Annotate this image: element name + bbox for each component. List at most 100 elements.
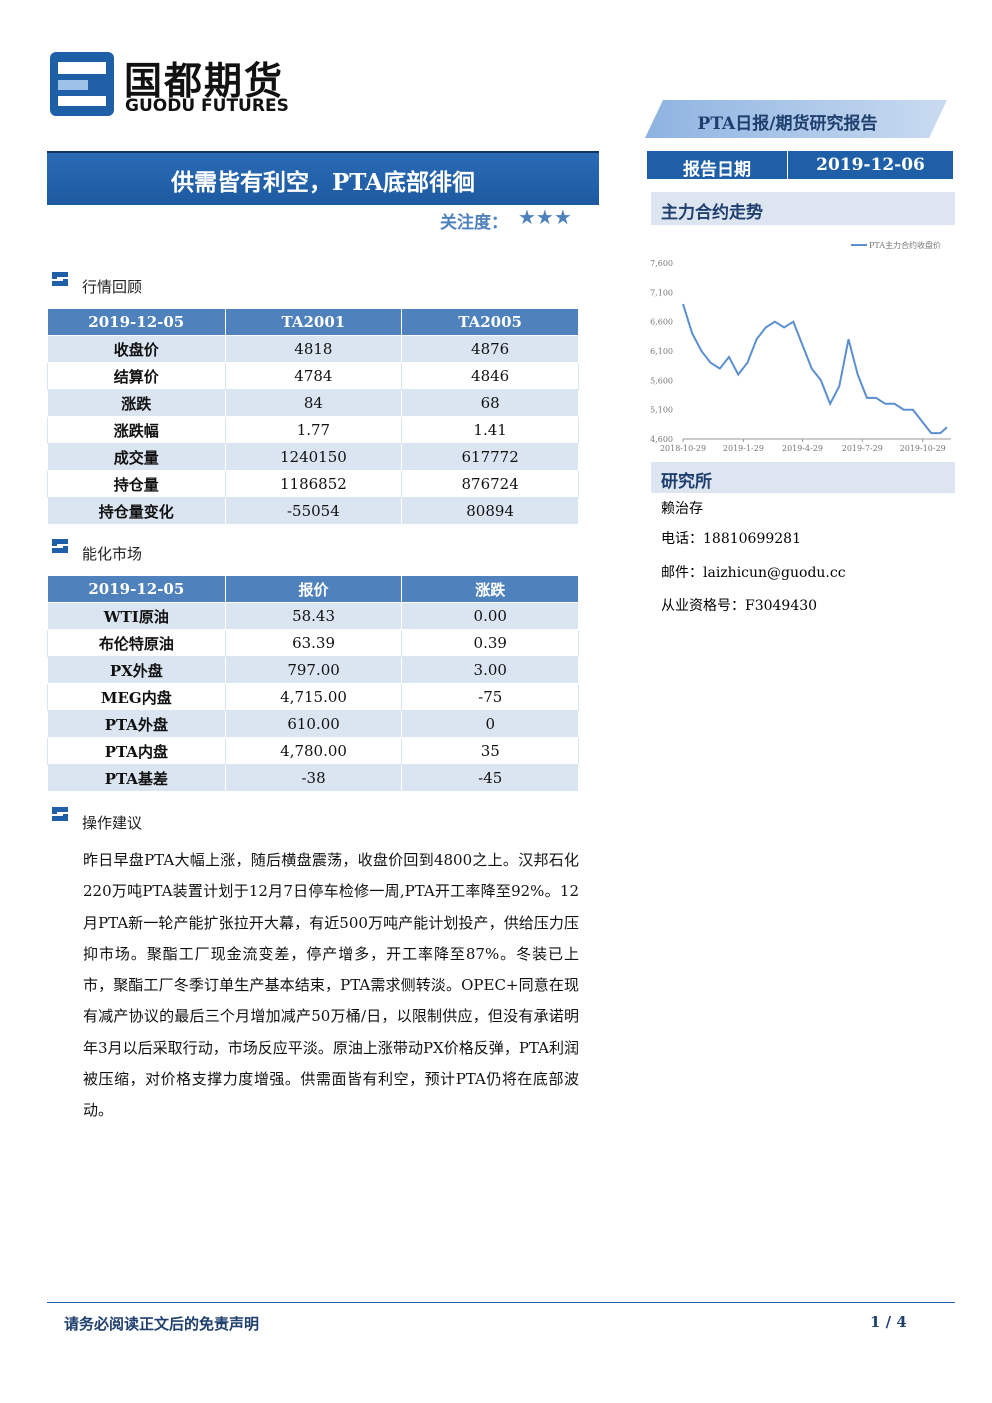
date-value: 2019-12-06 (816, 155, 925, 175)
attention-stars: ★★★ (518, 205, 572, 229)
y-tick-label: 7,100 (650, 288, 673, 297)
y-tick-label: 4,600 (650, 435, 673, 444)
x-tick-label: 2019-7-29 (842, 444, 883, 453)
table-cell: 4818 (224, 335, 403, 363)
header-row: 2019-12-05 报价 涨跌 (47, 575, 579, 603)
logo-mark (50, 52, 114, 116)
table-cell: 797.00 (224, 656, 403, 684)
table-cell: 63.39 (224, 629, 403, 657)
table-cell: 涨跌 (47, 389, 226, 417)
page-number: 1 / 4 (870, 1313, 907, 1331)
y-tick-label: 5,600 (650, 376, 673, 385)
title-bar (47, 151, 599, 205)
disclaimer: 请务必阅读正文后的免责声明 (64, 1315, 260, 1333)
table-row: 涨跌 84 68 (47, 389, 579, 417)
table-row: 持仓量 1186852 876724 (47, 470, 579, 498)
research-title: 研究所 (661, 472, 712, 492)
table-row: 收盘价 4818 4876 (47, 335, 579, 363)
table-cell: 0.00 (401, 602, 579, 630)
email: 邮件：laizhicun@guodu.cc (661, 565, 846, 581)
license: 从业资格号：F3049430 (661, 598, 818, 614)
table-cell: 0.39 (401, 629, 579, 657)
date-label: 报告日期 (683, 160, 751, 180)
table-cell: 3.00 (401, 656, 579, 684)
table-cell: 4784 (224, 362, 403, 390)
x-tick-label: 2019-4-29 (782, 444, 823, 453)
section-title: 能化市场 (82, 545, 143, 563)
table-cell: 涨跌幅 (47, 416, 226, 444)
table-cell: 84 (224, 389, 403, 417)
y-tick-label: 5,100 (650, 406, 673, 415)
section-icon (52, 272, 68, 286)
table-cell: 1186852 (224, 470, 403, 498)
table-cell: 4876 (401, 335, 579, 363)
table-cell: 4,715.00 (224, 683, 403, 711)
x-tick-label: 2019-1-29 (723, 444, 764, 453)
header-cell: 2019-12-05 (47, 575, 226, 603)
x-tick-label: 2019-10-29 (900, 444, 946, 453)
y-tick-label: 6,100 (650, 347, 673, 356)
table-cell: 58.43 (224, 602, 403, 630)
table-cell: PTA外盘 (47, 710, 226, 738)
table-cell: 1240150 (224, 443, 403, 471)
section-title: 操作建议 (82, 814, 143, 832)
section-icon (52, 539, 68, 553)
table-row: MEG内盘 4,715.00 -75 (47, 683, 579, 711)
table-cell: 成交量 (47, 443, 226, 471)
table-cell: MEG内盘 (47, 683, 226, 711)
table-cell: -75 (401, 683, 579, 711)
report-title: 供需皆有利空，PTA底部徘徊 (171, 169, 475, 196)
y-tick-label: 7,600 (650, 259, 673, 268)
table-row: PTA基差 -38 -45 (47, 764, 579, 792)
section-icon (52, 807, 68, 821)
table-cell: 4846 (401, 362, 579, 390)
chart-section-title: 主力合约走势 (661, 203, 763, 223)
line (682, 303, 948, 435)
table-cell: 1.77 (224, 416, 403, 444)
date-divider (787, 151, 788, 179)
table-cell: PTA基差 (47, 764, 226, 792)
section-title: 行情回顾 (82, 278, 143, 296)
table-cell: 617772 (401, 443, 579, 471)
table-cell: PX外盘 (47, 656, 226, 684)
report-type: PTA日报/期货研究报告 (697, 114, 878, 134)
energy-table: 2019-12-05 报价 涨跌 WTI原油 58.43 0.00 布伦特原油 63.39 0.… (47, 575, 579, 792)
table-cell: 结算价 (47, 362, 226, 390)
table-row: 布伦特原油 63.39 0.39 (47, 629, 579, 657)
table-cell: -45 (401, 764, 579, 792)
y-tick-label: 6,600 (650, 318, 673, 327)
table-row: 涨跌幅 1.77 1.41 (47, 416, 579, 444)
table-cell: WTI原油 (47, 602, 226, 630)
table-row: PX外盘 797.00 3.00 (47, 656, 579, 684)
table-cell: 35 (401, 737, 579, 765)
attention-label: 关注度： (440, 213, 508, 233)
header-cell: 报价 (224, 575, 403, 603)
table-cell: 876724 (401, 470, 579, 498)
table-cell: 610.00 (224, 710, 403, 738)
table-cell: 1.41 (401, 416, 579, 444)
table-cell: 收盘价 (47, 335, 226, 363)
table-cell: 持仓量变化 (47, 497, 226, 525)
market-table: 2019-12-05 TA2001 TA2005 收盘价 4818 4876 结算价 4784… (47, 308, 579, 525)
table-row: WTI原油 58.43 0.00 (47, 602, 579, 630)
table-row: 持仓量变化 -55054 80894 (47, 497, 579, 525)
table-cell: -38 (224, 764, 403, 792)
table-cell: 68 (401, 389, 579, 417)
table-row: 成交量 1240150 617772 (47, 443, 579, 471)
research-header-bg (651, 462, 955, 493)
table-row: PTA外盘 610.00 0 (47, 710, 579, 738)
table-cell: 0 (401, 710, 579, 738)
header-cell: TA2005 (401, 308, 579, 336)
chart-header-bg (651, 192, 955, 225)
logo-cn: 国都期货 (124, 58, 285, 103)
header-cell: 2019-12-05 (47, 308, 226, 336)
legend-label: PTA主力合约收盘价 (869, 240, 941, 250)
header-cell: TA2001 (224, 308, 403, 336)
header-cell: 涨跌 (401, 575, 579, 603)
x-tick-label: 2018-10-29 (660, 444, 706, 453)
report-type-bg (645, 100, 947, 138)
table-cell: PTA内盘 (47, 737, 226, 765)
footer-rule (47, 1302, 955, 1303)
date-bar (647, 151, 953, 179)
